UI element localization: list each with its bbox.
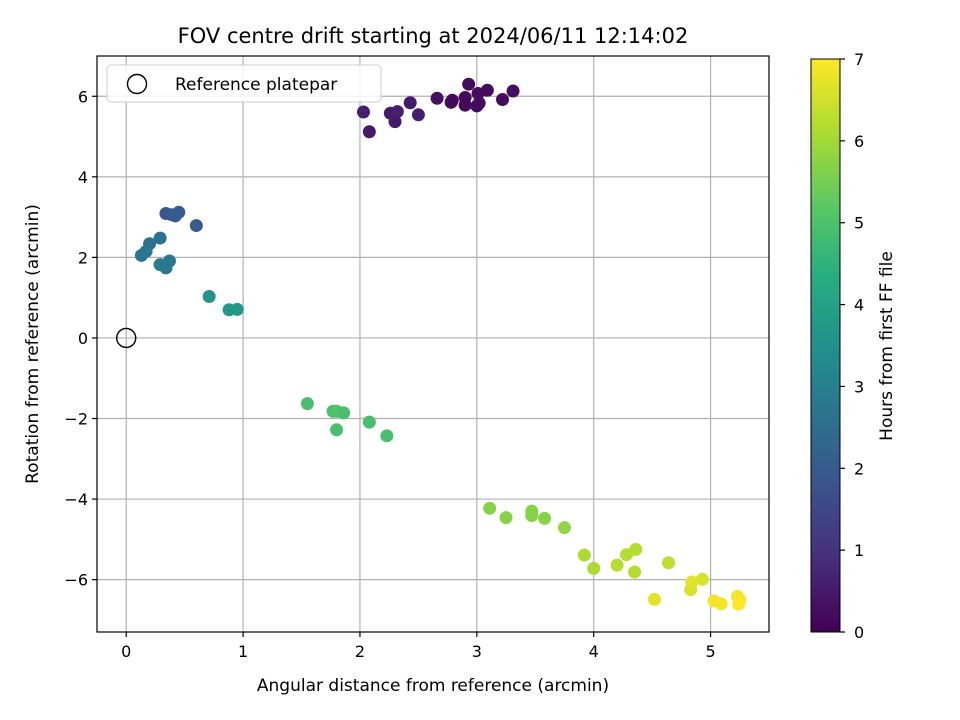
data-point	[661, 556, 675, 570]
data-point	[714, 597, 728, 611]
data-point	[471, 86, 485, 100]
x-tick-label: 2	[355, 642, 365, 661]
data-point	[470, 99, 484, 113]
colorbar: 0 1 2 3 4 5 6 7 Hours from first FF file	[810, 50, 897, 642]
colorbar-ticks: 0 1 2 3 4 5 6 7	[840, 50, 864, 642]
legend-marker	[126, 73, 148, 95]
data-point	[732, 597, 746, 611]
data-point	[525, 509, 539, 523]
data-point	[189, 219, 203, 233]
colorbar-tick-label: 6	[854, 132, 864, 151]
data-point	[388, 115, 402, 129]
y-tick-label: −6	[64, 571, 88, 590]
data-point	[202, 289, 216, 303]
data-point	[695, 572, 709, 586]
data-point	[390, 105, 404, 119]
y-tick-label: −4	[64, 490, 88, 509]
data-points	[134, 77, 747, 611]
data-point	[538, 511, 552, 525]
data-point	[356, 105, 370, 119]
colorbar-tick-label: 7	[854, 50, 864, 69]
x-tick-label: 4	[589, 642, 599, 661]
data-point	[685, 575, 699, 589]
legend-box	[106, 64, 382, 103]
data-point	[629, 542, 643, 556]
x-tick-label: 0	[121, 642, 131, 661]
colorbar-tick-label: 5	[854, 214, 864, 233]
data-point	[496, 93, 510, 107]
data-point	[134, 248, 148, 262]
colorbar-tick-label: 1	[854, 541, 864, 560]
colorbar-tick-label: 2	[854, 459, 864, 478]
colorbar-label: Hours from first FF file	[877, 251, 897, 441]
colorbar-tick-label: 4	[854, 296, 864, 315]
data-point	[499, 511, 513, 525]
x-tick-label: 3	[472, 642, 482, 661]
data-point	[628, 565, 642, 579]
y-tick-label: −2	[64, 410, 88, 429]
chart-title: FOV centre drift starting at 2024/06/11 …	[178, 24, 689, 48]
data-point	[153, 231, 167, 245]
data-point	[380, 429, 394, 443]
y-tick-label: 2	[78, 248, 88, 267]
data-point	[159, 261, 173, 275]
x-tick-label: 5	[705, 642, 715, 661]
colorbar-tick-label: 3	[854, 377, 864, 396]
data-point	[430, 91, 444, 105]
data-point	[403, 96, 417, 110]
data-point	[557, 521, 571, 535]
data-point	[362, 415, 376, 429]
data-point	[300, 397, 314, 411]
data-point	[462, 77, 476, 91]
x-axis: 0 1 2 3 4 5	[121, 632, 716, 661]
y-axis: −6 −4 −2 0 2 4 6	[64, 87, 97, 590]
data-point	[587, 561, 601, 575]
data-point	[506, 84, 520, 98]
x-axis-label: Angular distance from reference (arcmin)	[257, 676, 609, 696]
data-point	[458, 98, 472, 112]
plot-frame	[96, 55, 770, 633]
y-tick-label: 4	[78, 168, 88, 187]
data-point	[444, 95, 458, 109]
data-point	[337, 406, 351, 420]
colorbar-gradient	[810, 58, 841, 633]
reference-marker	[116, 327, 137, 349]
data-point	[647, 592, 661, 606]
legend: Reference platepar	[106, 64, 382, 103]
data-point	[411, 108, 425, 122]
data-point	[172, 205, 186, 219]
reference-layer	[116, 327, 137, 349]
legend-entry: Reference platepar	[175, 75, 337, 95]
data-point	[483, 501, 497, 515]
y-tick-label: 6	[78, 87, 88, 106]
colorbar-tick-label: 0	[854, 623, 864, 642]
data-point	[362, 125, 376, 139]
x-tick-label: 1	[238, 642, 248, 661]
y-tick-label: 0	[78, 329, 88, 348]
data-point	[610, 558, 624, 572]
y-axis-label: Rotation from reference (arcmin)	[23, 204, 43, 484]
grid-lines	[97, 56, 769, 632]
data-point	[230, 302, 244, 316]
data-point	[330, 423, 344, 437]
data-point	[577, 548, 591, 562]
